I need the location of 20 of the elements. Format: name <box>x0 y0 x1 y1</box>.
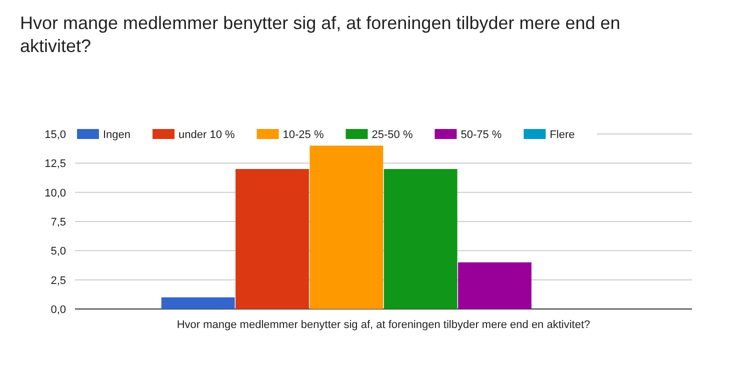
bar <box>161 297 235 309</box>
bar <box>458 262 532 309</box>
x-axis-title: Hvor mange medlemmer benytter sig af, at foreningen tilbyder mere end en aktivitet? <box>176 319 590 331</box>
y-tick-label: 7,5 <box>50 216 66 228</box>
legend-label: Flere <box>550 129 575 141</box>
legend-label: 25-50 % <box>372 129 413 141</box>
legend-label: 10-25 % <box>282 129 324 141</box>
y-tick-label: 10,0 <box>44 187 66 200</box>
y-tick-label: 15,0 <box>44 129 66 141</box>
bar <box>236 169 309 309</box>
y-tick-label: 12,5 <box>44 158 66 170</box>
y-tick-label: 5,0 <box>50 246 66 258</box>
legend-label: Ingen <box>103 129 131 141</box>
legend-label: 50-75 % <box>460 129 502 141</box>
bar <box>384 169 458 309</box>
chart-title: Hvor mange medlemmer benytter sig af, at foreningen tilbyder mere end en aktivitet? <box>20 13 620 56</box>
y-tick-label: 0,0 <box>50 304 66 316</box>
legend-label: under 10 % <box>178 129 236 141</box>
y-tick-label: 2,5 <box>50 274 66 287</box>
bar <box>310 146 384 309</box>
